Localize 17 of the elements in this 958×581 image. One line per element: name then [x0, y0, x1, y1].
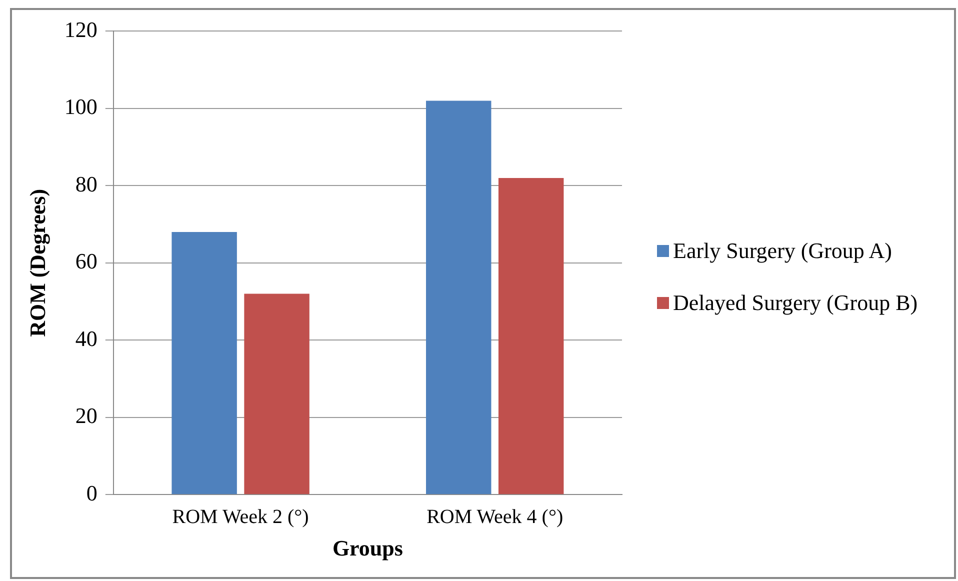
- bar: [498, 178, 564, 494]
- legend-label: Early Surgery (Group A): [673, 238, 892, 264]
- bar: [172, 232, 237, 494]
- y-tick-label: 0: [86, 480, 98, 506]
- x-tick-label: ROM Week 4 (°): [426, 506, 564, 528]
- y-tick-label: 20: [75, 403, 98, 428]
- y-tick-label: 40: [75, 326, 98, 351]
- bar: [426, 100, 492, 494]
- y-axis-title: ROM (Degrees): [24, 188, 50, 337]
- legend-label: Delayed Surgery (Group B): [673, 290, 918, 316]
- y-tick-label: 80: [75, 171, 98, 196]
- x-axis-title: Groups: [332, 535, 404, 560]
- y-tick-label: 120: [64, 16, 98, 42]
- x-tick-label: ROM Week 2 (°): [172, 506, 309, 528]
- y-tick-label: 100: [64, 94, 98, 120]
- y-tick-label: 60: [75, 248, 98, 274]
- bar: [244, 294, 310, 494]
